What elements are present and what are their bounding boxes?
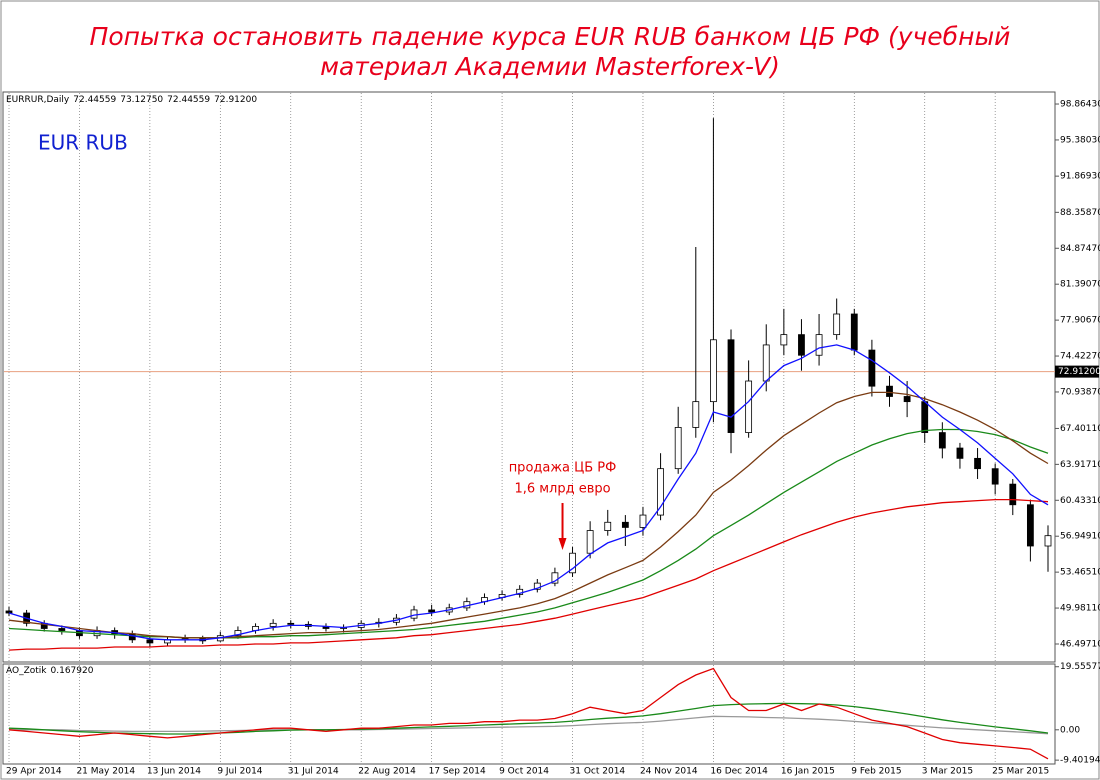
chart-label: EUR RUB: [38, 131, 128, 155]
candle-body: [1044, 535, 1052, 547]
y-tick-label: 84.87470: [1060, 244, 1100, 254]
x-tick-label: 21 May 2014: [76, 767, 135, 777]
y-tick-label: 67.40110: [1060, 424, 1100, 434]
x-tick-label: 29 Apr 2014: [6, 767, 62, 777]
candle-body: [762, 344, 770, 382]
candle-body: [1009, 483, 1017, 506]
candle-body: [886, 385, 893, 397]
y-tick-label: 70.93870: [1060, 387, 1100, 397]
candle-body: [727, 339, 735, 433]
x-tick-label: 16 Dec 2014: [710, 767, 768, 777]
candle-body: [234, 630, 242, 637]
candle-body: [868, 349, 876, 387]
x-tick-label: 22 Aug 2014: [358, 767, 416, 777]
candle-body: [128, 633, 136, 641]
series-line: [8, 702, 1049, 735]
x-tick-label: 17 Sep 2014: [429, 767, 486, 777]
price-label: 72.91200: [1058, 367, 1100, 377]
y-tick-label: 49.98110: [1060, 604, 1100, 614]
candle-body: [956, 447, 964, 459]
indicator-value: 0.167920: [51, 666, 94, 676]
series-line: [8, 391, 1049, 639]
candle-body: [657, 468, 664, 516]
indicator-info: AO_Zotik 0.167920: [6, 666, 94, 676]
x-tick-label: 24 Nov 2014: [640, 767, 698, 777]
x-tick-label: 25 Mar 2015: [992, 767, 1049, 777]
candle-body: [586, 530, 594, 554]
symbol-info: EURRUR,Daily 72.44559 73.12750 72.44559 72.9…: [6, 95, 257, 105]
series-line: [9, 715, 1049, 735]
x-tick-label: 9 Feb 2015: [851, 767, 901, 777]
candle-body: [938, 432, 946, 449]
y-tick-label: 53.46510: [1060, 568, 1100, 578]
candle-body: [903, 396, 911, 403]
candle-body: [745, 380, 753, 433]
y-tick-label: 19.555777: [1060, 662, 1100, 672]
candle-body: [146, 639, 154, 644]
price-label-box: [1055, 365, 1099, 378]
candle-body: [974, 457, 981, 470]
x-tick-label: 13 Jun 2014: [147, 767, 201, 777]
candle-body: [604, 521, 612, 531]
candle-body: [991, 468, 999, 485]
series-line: [8, 667, 1049, 760]
candle-body: [551, 572, 559, 584]
y-tick-label: 95.38030: [1060, 135, 1100, 145]
indicator-panel: [2, 663, 1056, 765]
y-tick-label: 74.42270: [1060, 352, 1100, 362]
y-tick-label: 63.91710: [1060, 460, 1100, 470]
candle-body: [1026, 504, 1034, 547]
candle-body: [533, 582, 541, 590]
candle-body: [780, 334, 788, 346]
candle-body: [58, 628, 66, 631]
y-tick-label: 56.94910: [1060, 532, 1100, 542]
x-tick-label: 31 Oct 2014: [570, 767, 626, 777]
candle-body: [692, 401, 700, 428]
candle-body: [921, 401, 929, 433]
y-tick-label: 88.35870: [1060, 208, 1100, 218]
candle-body: [287, 622, 295, 625]
y-tick-label: -9.40194: [1060, 756, 1100, 766]
y-tick-label: 0.00: [1060, 725, 1080, 735]
candle-body: [674, 427, 682, 470]
candle-body: [621, 521, 629, 528]
candle-body: [410, 609, 418, 619]
series-line: [8, 344, 1049, 641]
series-line: [8, 498, 1049, 651]
annotation-arrowhead: [558, 538, 567, 550]
candle-body: [5, 610, 13, 614]
candle-body: [569, 552, 576, 574]
x-tick-label: 16 Jan 2015: [781, 767, 835, 777]
ohlc-value: 72.44559: [73, 95, 116, 105]
x-tick-label: 3 Mar 2015: [922, 767, 973, 777]
indicator-name: AO_Zotik: [6, 666, 47, 676]
page-title: Попытка остановить падение курса EUR RUB…: [90, 22, 1011, 81]
candle-body: [850, 313, 858, 351]
y-tick-label: 46.49710: [1060, 639, 1100, 649]
symbol: EURRUR,Daily: [6, 95, 70, 105]
x-tick-label: 9 Jul 2014: [217, 767, 262, 777]
y-tick-label: 91.86930: [1060, 172, 1100, 182]
candle-body: [798, 334, 805, 356]
y-tick-label: 81.39070: [1060, 280, 1100, 290]
candle-body: [428, 609, 436, 613]
ohlc-value: 72.91200: [214, 95, 257, 105]
candle-body: [710, 339, 717, 403]
y-tick-label: 98.86430: [1060, 100, 1100, 110]
annotation: 1,6 млрд евро: [514, 482, 610, 497]
candle-body: [269, 622, 277, 627]
x-tick-label: 31 Jul 2014: [288, 767, 339, 777]
ohlc-value: 72.44559: [167, 95, 210, 105]
candle-body: [815, 334, 823, 356]
candle-body: [639, 514, 647, 528]
y-tick-label: 77.90670: [1060, 316, 1100, 326]
candle-body: [833, 313, 841, 336]
x-tick-label: 9 Oct 2014: [499, 767, 549, 777]
annotation: продажа ЦБ РФ: [509, 461, 617, 476]
ohlc-value: 73.12750: [120, 95, 163, 105]
y-tick-label: 60.43310: [1060, 496, 1100, 506]
